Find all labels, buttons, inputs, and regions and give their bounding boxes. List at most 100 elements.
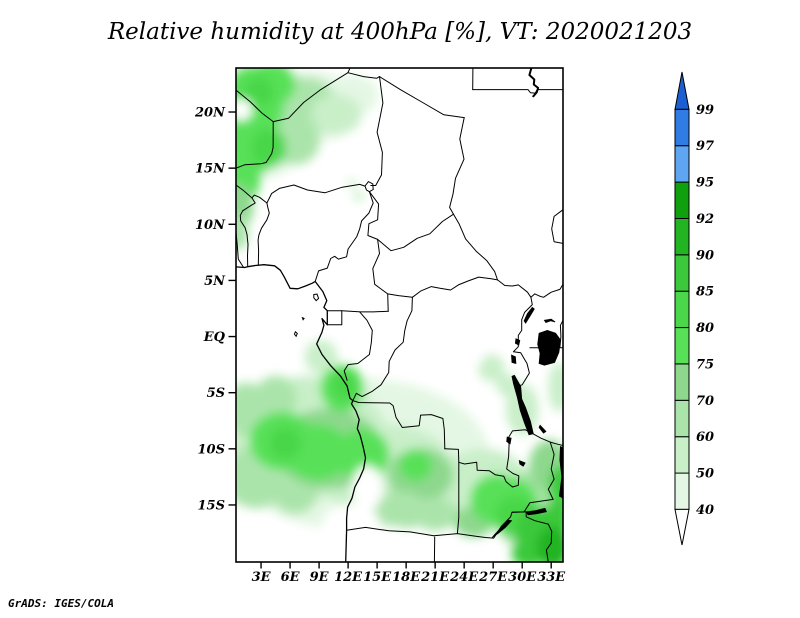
colorbar-band [674, 145, 690, 183]
humidity-blob [496, 373, 518, 396]
y-tick-label: 20N [194, 106, 226, 121]
country-border [547, 441, 555, 500]
colorbar-band [674, 290, 690, 329]
x-tick-label: 30E [508, 570, 537, 585]
river [528, 68, 540, 98]
country-border [236, 184, 253, 199]
humidity-blob [243, 76, 275, 108]
humidity-blob [511, 538, 545, 562]
x-tick-label: 33E [537, 570, 566, 585]
colorbar-band [674, 108, 690, 147]
lake [511, 374, 534, 436]
humidity-blob [412, 497, 458, 531]
x-tick-label: 12E [334, 570, 363, 585]
lake-outline [364, 180, 374, 193]
country-border [453, 213, 498, 281]
colorbar: 40 50 60 70 75 80 85 90 92 95 97 99 [674, 71, 714, 546]
humidity-blob [335, 428, 390, 481]
x-tick-label: 3E [252, 570, 272, 585]
y-tick-label: EQ [203, 330, 226, 345]
colorbar-bottom-arrow [674, 508, 690, 546]
colorbar-tick-label: 99 [696, 103, 714, 118]
country-border [326, 310, 389, 313]
country-border [559, 319, 563, 348]
lake [543, 318, 556, 323]
plot-title: Relative humidity at 400hPa [%], VT: 202… [107, 19, 692, 45]
colorbar-band [674, 363, 690, 401]
country-border [352, 400, 446, 450]
lake [523, 306, 535, 324]
island [301, 316, 305, 321]
country-border [472, 89, 563, 94]
humidity-blob [236, 214, 249, 251]
humidity-blob [236, 99, 253, 121]
island [293, 330, 298, 338]
country-border [367, 191, 380, 240]
colorbar-tick-label: 50 [696, 467, 714, 482]
humidity-blob [304, 340, 338, 374]
colorbar-tick-label: 85 [696, 285, 714, 300]
country-border [257, 202, 270, 266]
colorbar-tick-label: 97 [696, 139, 714, 154]
x-tick-label: 18E [392, 570, 421, 585]
country-border [326, 310, 343, 326]
lake [518, 459, 526, 467]
coastline [236, 264, 367, 562]
country-border [513, 351, 530, 387]
humidity-blob [331, 371, 357, 401]
lake [525, 507, 547, 516]
humidity-blob [251, 127, 287, 169]
country-border [377, 213, 454, 252]
humidity-blob [254, 375, 297, 421]
humidity-blob [367, 334, 484, 380]
y-tick-label: 5N [204, 274, 226, 289]
colorbar-band [674, 327, 690, 365]
colorbar-tick-label: 70 [696, 394, 714, 409]
x-tick-label: 9E [310, 570, 330, 585]
country-border [456, 461, 460, 535]
country-border [343, 311, 373, 381]
country-border [266, 183, 366, 204]
lake [511, 354, 517, 365]
humidity-blob [348, 526, 426, 562]
country-border [513, 293, 536, 353]
lake [558, 446, 563, 499]
lake [514, 338, 521, 346]
y-tick-label: 10N [195, 218, 226, 233]
colorbar-band [674, 436, 690, 474]
humidity-blob [347, 179, 357, 189]
colorbar-tick-label: 40 [696, 503, 714, 518]
colorbar-tick-label: 60 [696, 430, 714, 445]
humidity-blob [548, 362, 563, 412]
colorbar-top-arrow [674, 71, 690, 110]
map-border-frame [235, 67, 564, 563]
x-tick-label: 6E [281, 570, 301, 585]
country-border [551, 209, 563, 244]
colorbar-band [674, 472, 690, 510]
colorbar-tick-label: 80 [696, 321, 714, 336]
lake [538, 424, 547, 434]
country-border [314, 191, 374, 282]
colorbar-band [674, 217, 690, 256]
humidity-blob [399, 450, 433, 482]
country-border [525, 511, 553, 562]
country-border [387, 293, 413, 298]
humidity-blob [353, 191, 365, 202]
grads-attribution: GrADS: IGES/COLA [8, 597, 114, 610]
colorbar-tick-label: 90 [696, 248, 714, 263]
x-tick-label: 27E [478, 570, 508, 585]
y-tick-label: 15N [195, 162, 226, 177]
country-border [534, 283, 563, 298]
country-border [239, 210, 249, 268]
country-border [370, 76, 384, 186]
colorbar-band [674, 254, 690, 292]
country-border [346, 526, 458, 537]
humidity-blob [268, 426, 302, 461]
x-tick-label: 15E [363, 570, 392, 585]
humidity-blob [477, 354, 505, 382]
country-border [372, 238, 389, 312]
x-tick-label: 24E [449, 570, 479, 585]
colorbar-band [674, 399, 690, 438]
